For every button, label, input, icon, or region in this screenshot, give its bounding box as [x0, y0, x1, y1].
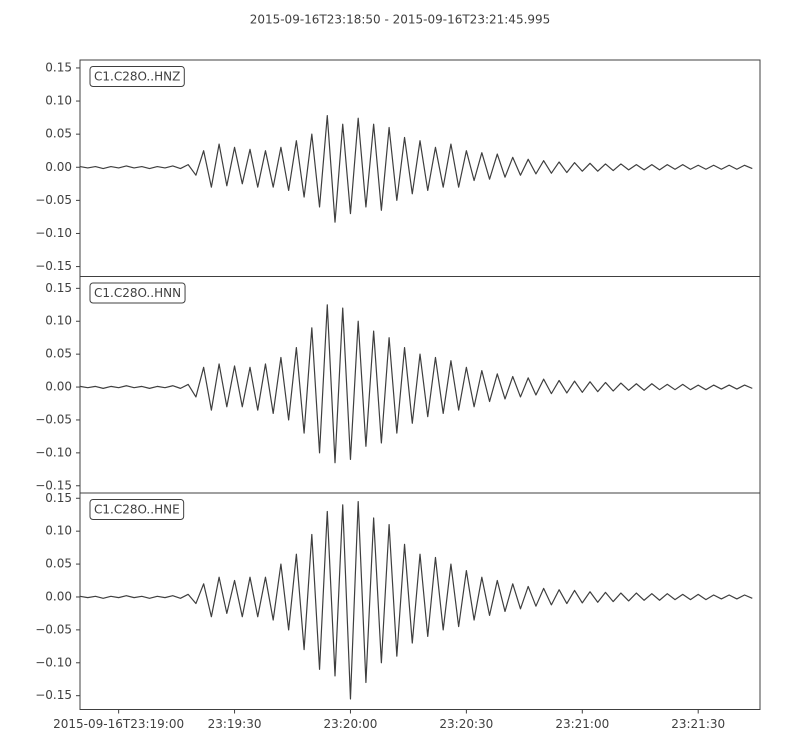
y-tick-label: −0.10 — [35, 655, 72, 669]
y-tick-label: −0.15 — [35, 478, 72, 492]
y-tick-label: 0.05 — [45, 127, 72, 141]
y-tick-label: −0.05 — [35, 412, 72, 426]
y-tick-label: −0.15 — [35, 688, 72, 702]
x-tick-label: 23:21:00 — [555, 717, 609, 731]
trace-label-box — [89, 66, 185, 87]
x-tick-label: 23:20:30 — [439, 717, 493, 731]
trace-label-box — [89, 282, 186, 304]
x-tick-label: 23:21:30 — [671, 717, 725, 731]
y-tick-label: 0.15 — [45, 60, 72, 74]
y-tick-label: −0.10 — [35, 226, 72, 240]
trace-label: C1.C28O..HNN — [94, 286, 181, 300]
y-tick-label: 0.10 — [45, 314, 72, 328]
figure-title: 2015-09-16T23:18:50 - 2015-09-16T23:21:4… — [250, 13, 551, 27]
y-tick-label: −0.05 — [35, 622, 72, 636]
y-tick-label: 0.10 — [45, 524, 72, 538]
y-tick-label: 0.15 — [45, 281, 72, 295]
x-tick-label: 23:19:30 — [208, 717, 262, 731]
y-tick-label: 0.10 — [45, 94, 72, 108]
trace-label: C1.C28O..HNE — [94, 503, 180, 517]
y-tick-label: −0.10 — [35, 445, 72, 459]
waveform — [79, 500, 753, 700]
y-tick-label: 0.05 — [45, 347, 72, 361]
y-tick-label: 0.15 — [45, 491, 72, 505]
waveform — [79, 115, 753, 223]
y-tick-label: −0.05 — [35, 193, 72, 207]
panel-frame — [79, 492, 761, 710]
trace-label: C1.C28O..HNZ — [94, 70, 180, 84]
x-tick-label: 23:20:00 — [324, 717, 378, 731]
y-tick-label: −0.15 — [35, 259, 72, 273]
y-tick-label: 0.00 — [45, 589, 72, 603]
y-tick-label: 0.00 — [45, 380, 72, 394]
waveform — [79, 304, 753, 464]
trace-label-box — [89, 499, 185, 520]
y-tick-label: 0.05 — [45, 557, 72, 571]
y-tick-label: 0.00 — [45, 160, 72, 174]
x-tick-label: 2015-09-16T23:19:00 — [53, 717, 184, 731]
